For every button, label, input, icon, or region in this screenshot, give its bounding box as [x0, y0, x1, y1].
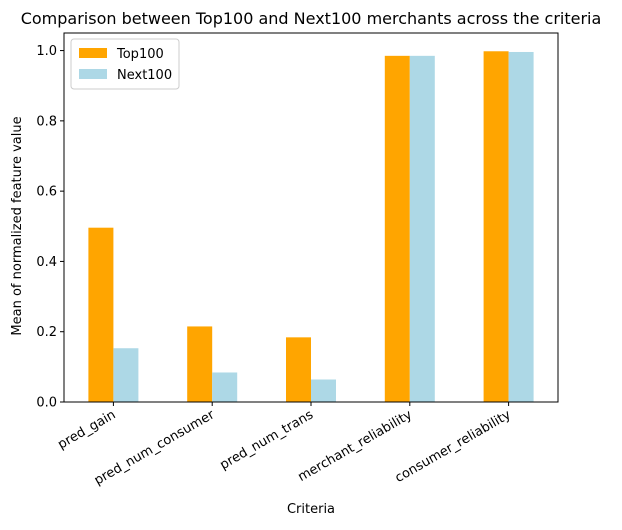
bar-top100-pred-num-trans	[286, 337, 311, 402]
bar-top100-merchant-reliability	[384, 55, 410, 403]
y-axis-label: Mean of normalized feature value	[10, 116, 25, 335]
bar-next100-pred-num-consumer	[212, 372, 238, 402]
legend-swatch-next100	[79, 69, 107, 79]
bar-top100-consumer-reliability	[483, 51, 509, 403]
y-tick-label: 1.0	[36, 44, 57, 59]
bar-next100-merchant-reliability	[409, 55, 435, 403]
chart-title: Comparison between Top100 and Next100 me…	[21, 9, 602, 28]
bar-next100-pred-gain	[113, 348, 139, 402]
y-tick-label: 0.2	[36, 325, 57, 340]
y-tick-label: 0.4	[36, 255, 57, 270]
y-tick-label: 0.0	[36, 396, 57, 411]
bar-next100-pred-num-trans	[311, 379, 336, 402]
bar-next100-consumer-reliability	[508, 51, 534, 402]
plot-area: 0.00.20.40.60.81.0pred_gainpred_num_cons…	[36, 32, 559, 488]
y-tick-label: 0.8	[36, 114, 57, 129]
legend-label-next100: Next100	[117, 68, 172, 83]
legend-label-top100: Top100	[116, 47, 164, 62]
legend-swatch-top100	[79, 48, 107, 58]
bar-top100-pred-num-consumer	[187, 326, 213, 402]
y-tick-label: 0.6	[36, 185, 57, 200]
bar-top100-pred-gain	[88, 227, 114, 402]
x-axis-label: Criteria	[287, 502, 335, 517]
